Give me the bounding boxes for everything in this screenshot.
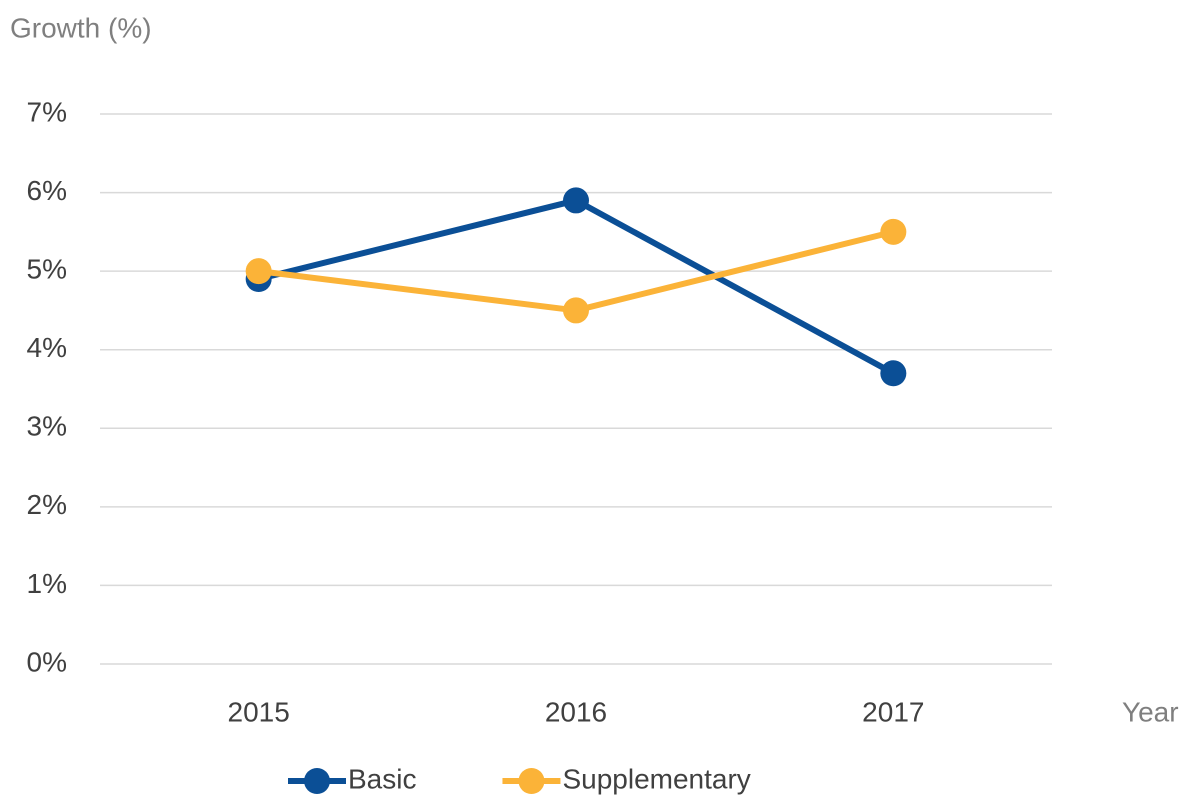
y-tick-label: 5% bbox=[27, 254, 67, 285]
data-point bbox=[880, 218, 907, 245]
y-tick-label: 1% bbox=[27, 568, 67, 599]
data-point bbox=[880, 360, 907, 387]
y-tick-label: 3% bbox=[27, 411, 67, 442]
legend-swatch-marker bbox=[518, 768, 545, 794]
legend-label: Basic bbox=[348, 763, 416, 794]
data-point bbox=[245, 258, 272, 285]
legend-label: Supplementary bbox=[562, 763, 750, 794]
y-tick-label: 2% bbox=[27, 489, 67, 520]
legend-swatch-marker bbox=[304, 768, 330, 794]
y-axis-title: Growth (%) bbox=[10, 12, 152, 43]
y-tick-label: 7% bbox=[27, 96, 67, 127]
x-tick-label: 2017 bbox=[862, 696, 924, 727]
x-tick-label: 2015 bbox=[228, 696, 290, 727]
y-tick-label: 4% bbox=[27, 332, 67, 363]
data-point bbox=[563, 187, 589, 214]
data-point bbox=[563, 297, 589, 324]
y-tick-label: 0% bbox=[27, 646, 67, 677]
x-axis-title: Year bbox=[1122, 696, 1179, 727]
y-tick-label: 6% bbox=[27, 175, 67, 206]
series-line bbox=[257, 197, 895, 376]
x-tick-label: 2016 bbox=[545, 696, 607, 727]
